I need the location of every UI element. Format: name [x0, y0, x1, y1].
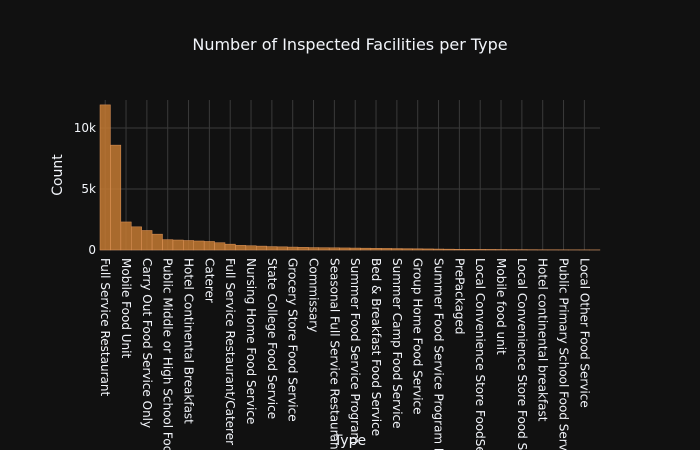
- x-tick-label: Nursing Home Food Service: [244, 258, 258, 424]
- bar: [485, 249, 497, 251]
- x-tick-label: Public Primary School Food Service: [557, 258, 571, 450]
- bar: [443, 248, 455, 251]
- bar: [162, 239, 174, 251]
- bar: [401, 248, 413, 251]
- bar: [141, 230, 153, 251]
- x-tick-label: Local Other Food Service: [577, 258, 591, 408]
- x-tick-label: Bed & Breakfast Food Service: [369, 258, 383, 436]
- bar: [297, 247, 309, 251]
- bar: [266, 246, 278, 251]
- bar: [256, 245, 267, 251]
- bar: [245, 245, 257, 251]
- bar: [464, 249, 476, 251]
- bar: [412, 248, 424, 251]
- x-tick-label: Mobile Food Unit: [119, 258, 133, 358]
- x-tick-label: Summer Food Service Program: [348, 258, 362, 444]
- bar: [99, 104, 111, 251]
- bar: [308, 247, 320, 251]
- x-tick-label: Caterer: [202, 258, 216, 303]
- x-tick-label: Local Convenience Store FoodServ: [473, 258, 487, 450]
- x-tick-label: Summer Food Service Program Kit: [432, 258, 446, 450]
- y-tick-label: 10k: [74, 121, 96, 135]
- x-tick-label: Summer Camp Food Service: [390, 258, 404, 429]
- x-tick-label: Full Service Restaurant/Caterer: [223, 258, 237, 445]
- chart-title: Number of Inspected Facilities per Type: [192, 35, 507, 54]
- y-tick-label: 5k: [81, 182, 96, 196]
- bar: [339, 247, 351, 251]
- x-tick-label: Group Home Food Service: [411, 258, 425, 415]
- bar: [453, 249, 465, 251]
- bar: [120, 221, 132, 251]
- bar: [193, 240, 205, 251]
- x-tick-label: Carry Out Food Service Only: [140, 258, 154, 428]
- x-axis-title: Type: [333, 433, 366, 449]
- bar: [214, 242, 226, 251]
- bar: [131, 226, 142, 251]
- x-tick-label: Public Middle or High School Food: [161, 258, 175, 450]
- x-tick-label: Local Convenience Store Food Serv: [515, 258, 529, 450]
- bar: [370, 248, 382, 251]
- bar: [474, 249, 486, 251]
- x-tick-label: Seasonal Full Service Restaurant: [327, 258, 341, 450]
- bar: [349, 247, 361, 251]
- bar: [183, 240, 194, 251]
- x-tick-label: Full Service Restaurant: [98, 258, 112, 396]
- bar: [328, 247, 340, 251]
- bar: [235, 245, 247, 251]
- bar: [276, 246, 288, 251]
- bar: [381, 248, 392, 251]
- y-axis-title: Count: [50, 154, 66, 196]
- y-tick-label: 0: [88, 243, 96, 257]
- bar: [203, 241, 215, 251]
- bar: [287, 246, 299, 251]
- bar: [433, 248, 445, 251]
- x-tick-label: Commissary: [307, 258, 321, 332]
- bar: [318, 247, 330, 251]
- x-tick-label: Mobile food unit: [494, 258, 508, 355]
- bar: [360, 247, 372, 251]
- x-tick-label: PrePackaged: [452, 258, 466, 334]
- bar: [172, 239, 184, 251]
- x-tick-label: Grocery Store Food Service: [286, 258, 300, 422]
- bar: [151, 233, 163, 251]
- x-tick-label: Hotel Continental Breakfast: [182, 258, 196, 424]
- x-tick-label: State College Food Service: [265, 258, 279, 419]
- bar: [224, 243, 236, 251]
- bar: [422, 248, 434, 251]
- x-tick-label: Hotel continental breakfast: [536, 258, 550, 422]
- bar: [110, 144, 122, 251]
- bar: [391, 248, 403, 251]
